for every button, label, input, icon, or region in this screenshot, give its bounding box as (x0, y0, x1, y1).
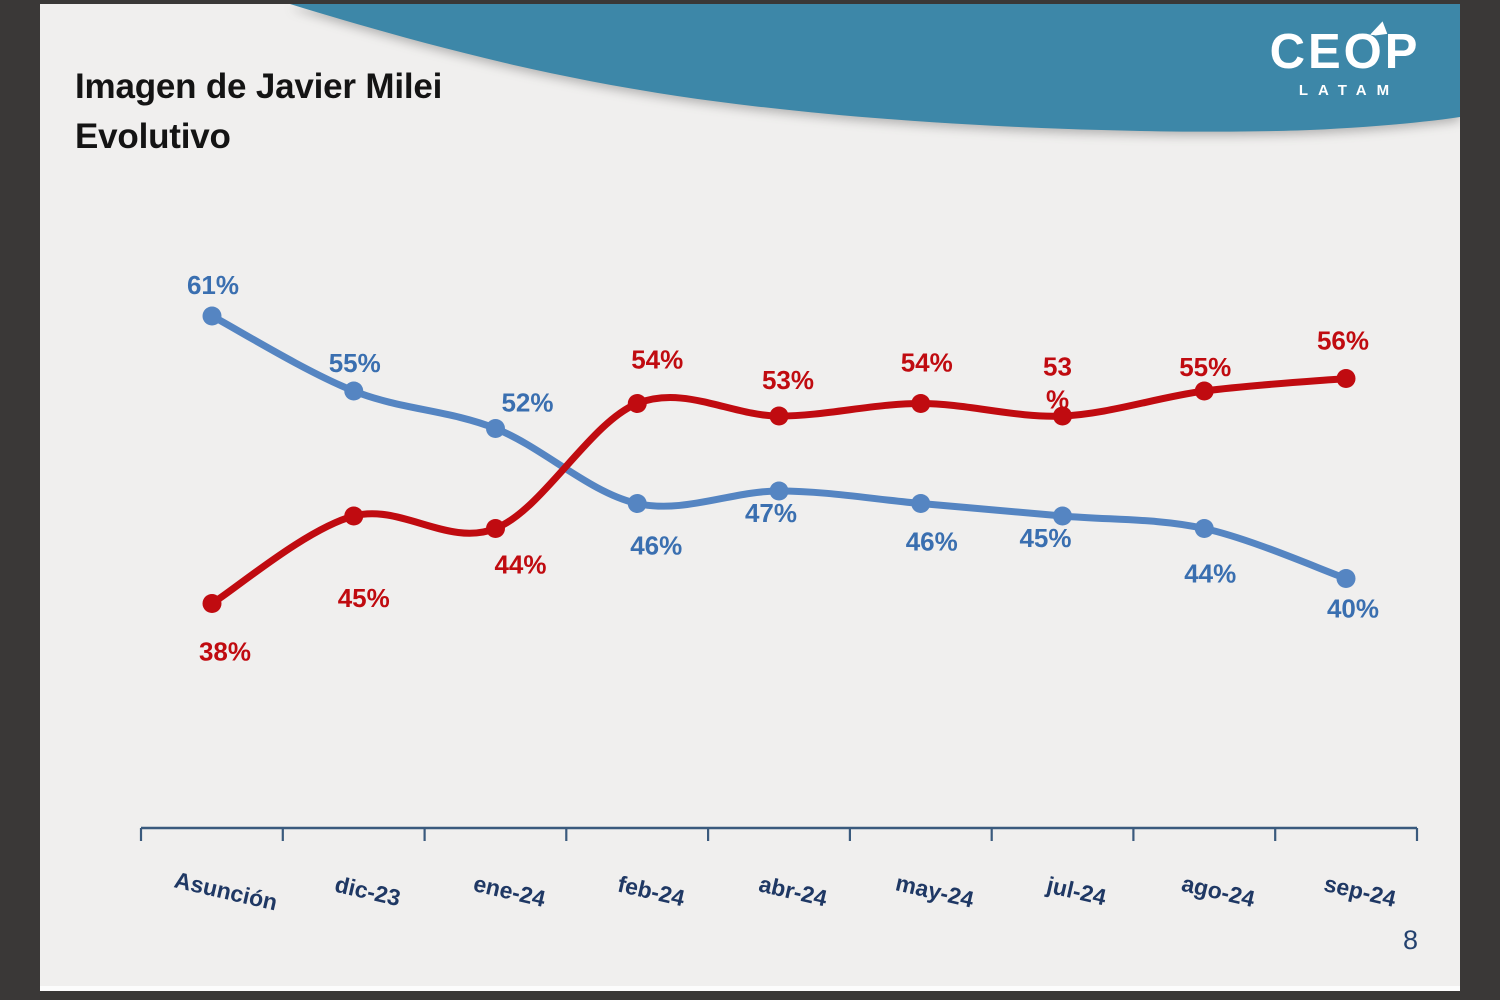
data-point-marker-blue (769, 481, 789, 501)
brand-logo: CEOP LATAM (1260, 26, 1430, 99)
data-point-label-line: 53% (762, 365, 814, 395)
x-axis-label: dic-23 (332, 871, 403, 911)
brand-region: LATAM (1298, 81, 1400, 99)
data-point-label-blue: 61% (187, 270, 239, 300)
data-point-label-line: 45% (338, 583, 390, 613)
data-point-label-red: 55% (1179, 352, 1231, 382)
data-point-label-blue: 47% (745, 498, 797, 528)
slide-title: Imagen de Javier Milei Evolutivo (75, 62, 442, 162)
data-point-marker-red (202, 594, 222, 613)
data-point-label-red: 45% (338, 583, 390, 613)
x-axis-label: sep-24 (1322, 870, 1399, 912)
series-line-red (208, 375, 1350, 607)
x-axis-label: feb-24 (615, 871, 687, 912)
x-axis-label: Asunción (172, 867, 280, 916)
data-point-label-line: 61% (187, 270, 239, 300)
data-point-label-blue: 55% (329, 348, 381, 378)
data-point-marker-red (1336, 369, 1356, 388)
brand-name: CEOP (1269, 25, 1421, 79)
data-point-label-red: 54% (901, 348, 953, 378)
data-point-label-blue: 45% (1019, 523, 1071, 553)
data-point-label-blue: 40% (1327, 594, 1379, 624)
x-axis-label: ago-24 (1179, 870, 1257, 912)
header-swoosh (290, 4, 1460, 132)
data-point-label-line: 54% (631, 345, 683, 375)
data-point-label-line: 45% (1019, 523, 1071, 553)
swoosh-shape (290, 4, 1460, 132)
data-point-marker-blue (1194, 519, 1214, 538)
data-point-label-line: 52% (501, 388, 553, 418)
data-point-label-line: 55% (329, 348, 381, 378)
data-point-label-red: 54% (631, 345, 683, 375)
data-point-marker-blue (911, 494, 931, 513)
data-point-label-line: 53 (1043, 352, 1072, 382)
data-point-label-line: 40% (1327, 594, 1379, 624)
x-axis-label: abr-24 (756, 871, 829, 912)
data-point-marker-blue (486, 419, 505, 438)
data-point-label-line: 56% (1317, 326, 1369, 356)
x-axis-label: ene-24 (471, 870, 548, 912)
data-point-marker-red (1194, 381, 1214, 401)
x-axis-label: jul-24 (1043, 871, 1109, 910)
data-point-label-line: 46% (630, 531, 682, 561)
data-point-label-line: 44% (494, 550, 546, 580)
slide: CEOP LATAM Imagen de Javier Milei Evolut… (40, 4, 1460, 991)
slide-title-line-1: Imagen de Javier Milei (75, 67, 443, 106)
data-point-label-line: % (1046, 385, 1069, 415)
data-point-label-blue: 52% (501, 388, 553, 418)
data-point-marker-red (1053, 406, 1072, 426)
data-point-label-line: 55% (1179, 352, 1231, 382)
data-point-label-blue: 46% (630, 531, 682, 561)
data-point-label-line: 47% (745, 498, 797, 528)
series-line-blue (208, 312, 1350, 582)
data-point-label-blue: 44% (1184, 559, 1236, 589)
data-point-label-red: 56% (1317, 326, 1369, 356)
data-point-marker-blue (627, 494, 647, 513)
data-point-marker-red (344, 506, 364, 526)
x-axis-label: may-24 (893, 869, 976, 912)
data-point-marker-red (911, 394, 931, 413)
data-point-label-line: 46% (906, 527, 958, 557)
data-point-marker-blue (202, 306, 222, 326)
data-point-label-red: 53% (1043, 352, 1072, 415)
slide-title-line-2: Evolutivo (75, 117, 231, 156)
data-point-marker-red (627, 394, 647, 413)
data-point-label-line: 54% (901, 348, 953, 378)
line-chart: Asunción dic-23 ene-24 feb-24 abr-24 may-24 ju… (139, 270, 1419, 916)
data-point-marker-red (486, 519, 505, 538)
page-number: 8 (1402, 925, 1418, 955)
data-point-marker-blue (1053, 506, 1072, 526)
data-point-marker-red (769, 406, 789, 426)
data-point-label-line: 38% (199, 637, 251, 667)
data-point-label-red: 44% (494, 550, 546, 580)
data-point-marker-blue (344, 381, 364, 401)
data-point-label-line: 44% (1184, 559, 1236, 589)
data-point-label-blue: 46% (906, 527, 958, 557)
data-point-label-red: 38% (199, 637, 251, 667)
data-point-label-red: 53% (762, 365, 814, 395)
data-point-marker-blue (1336, 569, 1356, 588)
